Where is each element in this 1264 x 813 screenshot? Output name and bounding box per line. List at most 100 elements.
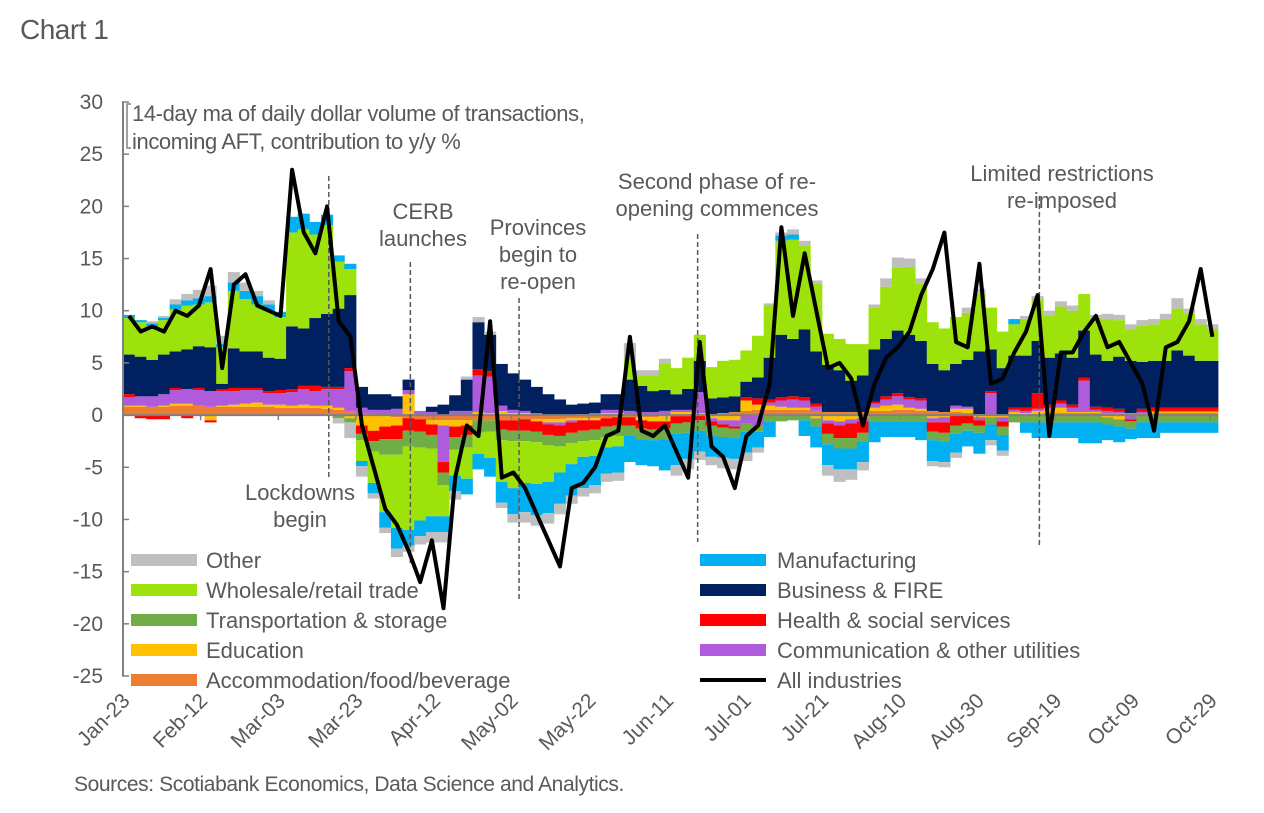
bar-segment <box>1113 408 1126 412</box>
bar-segment <box>868 304 881 308</box>
x-tick-label: Jul-21 <box>777 689 834 746</box>
bar-segment <box>1113 411 1126 413</box>
bar-segment <box>670 416 683 424</box>
bar-segment <box>1124 360 1137 413</box>
bar-segment <box>647 375 660 392</box>
bar-segment <box>833 469 846 482</box>
bar-segment <box>670 465 683 476</box>
annotation-label: Provinces <box>490 215 587 240</box>
bar-segment <box>926 363 939 411</box>
bar-segment <box>414 447 427 521</box>
bar-segment <box>821 444 834 466</box>
bar-segment <box>1031 410 1044 415</box>
bar-segment <box>588 429 602 441</box>
bar-segment <box>623 410 636 415</box>
bar-segment <box>344 410 357 416</box>
bar-segment <box>472 432 485 454</box>
annotation-label: re-imposed <box>1007 188 1117 213</box>
bar-segment <box>157 318 170 321</box>
bar-segment <box>938 432 951 442</box>
y-tick-label: 25 <box>80 143 103 166</box>
bar-segment <box>216 335 229 345</box>
bar-segment <box>1054 422 1067 439</box>
bar-segment <box>449 395 462 411</box>
bar-segment <box>239 387 252 391</box>
bar-segment <box>146 406 159 416</box>
bar-segment <box>1183 415 1196 423</box>
x-tick-label: Sep-19 <box>1002 689 1066 753</box>
bar-segment <box>763 421 776 437</box>
y-tick-label: -20 <box>73 613 103 636</box>
bar-segment <box>833 425 846 439</box>
y-tick-label: 0 <box>91 404 103 427</box>
bar-segment <box>1136 415 1149 423</box>
bar-segment <box>693 420 706 431</box>
bar-segment <box>821 415 834 421</box>
bar-segment <box>1008 411 1021 415</box>
bar-segment <box>123 394 136 398</box>
bar-segment <box>460 415 473 421</box>
bar-segment <box>728 438 741 459</box>
bar-segment <box>1148 407 1161 411</box>
bar-segment <box>367 482 380 494</box>
bar-segment <box>519 410 532 414</box>
bar-segment <box>123 406 136 416</box>
bar-segment <box>530 386 543 413</box>
bar-segment <box>472 453 485 470</box>
bar-segment <box>1008 319 1021 325</box>
bar-segment <box>786 234 800 240</box>
bar-segment <box>437 516 450 532</box>
bar-segment <box>1054 403 1067 408</box>
bar-segment <box>996 415 1009 418</box>
bar-segment <box>519 413 532 416</box>
bar-segment <box>798 240 811 247</box>
bar-segment <box>530 415 543 420</box>
bar-segment <box>915 421 928 441</box>
bar-segment <box>460 379 473 411</box>
legend: Other Wholesale/retail trade Transportatio… <box>131 548 1080 693</box>
bar-segment <box>554 446 567 473</box>
bar-segment <box>926 415 939 419</box>
bar-segment <box>425 424 438 435</box>
bar-segment <box>344 263 357 269</box>
bar-segment <box>251 351 264 388</box>
bar-segment <box>693 430 706 452</box>
x-tick-label: Jan-23 <box>73 689 135 751</box>
legend-label: Education <box>206 638 304 663</box>
bar-segment <box>192 405 205 416</box>
bar-segment <box>868 415 881 422</box>
bar-segment <box>181 389 194 404</box>
bar-segment <box>554 422 567 426</box>
bar-segment <box>635 411 648 416</box>
bar-segment <box>262 406 275 416</box>
bar-segment <box>251 406 264 416</box>
bar-segment <box>950 425 963 434</box>
bar-segment <box>961 406 974 409</box>
bar-segment <box>1171 422 1184 433</box>
bar-segment <box>961 430 974 447</box>
bar-segment <box>903 334 916 398</box>
bar-segment <box>647 417 660 422</box>
bar-segment <box>1078 294 1091 331</box>
bar-segment <box>845 423 858 439</box>
bar-segment <box>577 420 590 431</box>
bar-segment <box>390 415 403 418</box>
bar-segment <box>239 351 252 388</box>
bar-segment <box>565 415 578 419</box>
bar-segment <box>425 420 438 425</box>
bar-segment <box>344 371 357 411</box>
legend-swatch <box>700 554 766 566</box>
bar-segment <box>1159 313 1172 320</box>
bar-segment <box>763 415 776 422</box>
bar-segment <box>239 290 252 300</box>
bar-segment <box>588 418 602 421</box>
bar-segment <box>635 439 648 466</box>
bar-segment <box>1183 355 1196 408</box>
bar-segment <box>1089 413 1102 416</box>
bar-segment <box>647 370 660 376</box>
bar-segment <box>1171 411 1184 413</box>
y-tick-label: 15 <box>80 248 103 271</box>
bar-segment <box>938 417 951 423</box>
bar-segment <box>1089 422 1102 444</box>
bar-segment <box>1078 330 1091 378</box>
